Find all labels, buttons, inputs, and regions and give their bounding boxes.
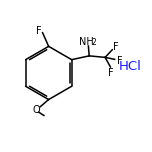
- Text: F: F: [113, 42, 118, 52]
- Text: F: F: [36, 26, 42, 36]
- Text: NH: NH: [79, 37, 94, 47]
- Text: F: F: [108, 68, 114, 78]
- Text: HCl: HCl: [119, 60, 141, 73]
- Text: F: F: [117, 56, 123, 66]
- Text: 2: 2: [92, 38, 96, 47]
- Text: O: O: [32, 105, 40, 115]
